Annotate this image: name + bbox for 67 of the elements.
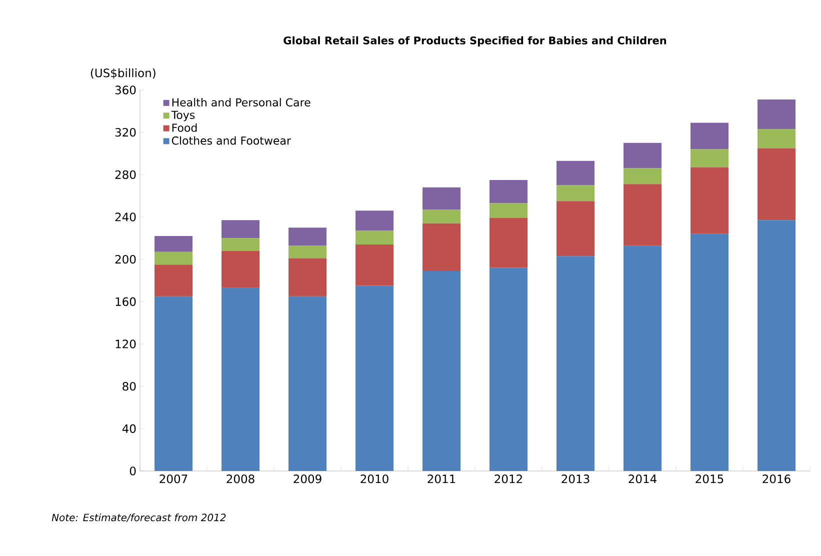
- y-tick-label: 280: [115, 170, 136, 179]
- bar: [624, 168, 662, 184]
- bar: [690, 234, 728, 471]
- bar: [690, 167, 728, 234]
- bar: [288, 296, 327, 471]
- bar: [422, 210, 461, 224]
- bar: [154, 264, 193, 296]
- bar: [758, 220, 796, 471]
- y-tick-label: 80: [122, 382, 136, 391]
- bar: [556, 201, 595, 256]
- x-tick-label: 2010: [360, 474, 388, 484]
- x-tick-label: 2009: [294, 474, 322, 484]
- y-tick-label: 40: [122, 424, 136, 433]
- text: Note: Estimate/forecast from 2012: [52, 514, 226, 522]
- bar: [490, 180, 528, 204]
- bar: [490, 218, 528, 268]
- bar: [624, 142, 662, 168]
- bar: [288, 246, 327, 258]
- bar: [556, 160, 595, 186]
- x-tick-label: 2012: [494, 474, 522, 484]
- y-axis-title: (US$billion): [90, 68, 156, 79]
- legend-label: Food: [172, 123, 197, 132]
- bar: [154, 236, 193, 252]
- bar: [222, 220, 260, 238]
- chart-title: Global Retail Sales of Products Specified for Babies and Children: [284, 36, 666, 46]
- y-tick-label: 160: [116, 297, 136, 306]
- y-tick-label: 320: [115, 128, 136, 137]
- bar: [690, 149, 728, 168]
- y-tick-label: 200: [115, 254, 136, 264]
- y-tick-label: 120: [116, 340, 136, 348]
- bar: [154, 296, 193, 471]
- bar: [356, 230, 394, 245]
- bar: [624, 184, 662, 246]
- x-tick-label: 2016: [762, 474, 790, 484]
- bar: [222, 288, 260, 471]
- bar: [422, 187, 461, 210]
- bar: [356, 244, 394, 286]
- legend-label: Toys: [171, 110, 195, 122]
- x-tick-label: 2008: [226, 474, 254, 484]
- y-tick-label: 0: [130, 466, 136, 476]
- bar: [758, 148, 796, 220]
- bar: [490, 268, 528, 471]
- bar: [556, 185, 595, 202]
- x-tick-label: 2013: [562, 474, 590, 484]
- x-tick-label: 2007: [160, 474, 188, 484]
- bar: [758, 129, 796, 148]
- bar: [288, 228, 327, 246]
- bar: [222, 238, 260, 251]
- bar: [288, 258, 327, 296]
- bar: [356, 286, 394, 471]
- bar: [556, 256, 595, 471]
- bar: [422, 270, 461, 471]
- x-tick-label: 2014: [628, 474, 656, 484]
- bar: [422, 223, 461, 271]
- bar: [690, 122, 728, 150]
- y-tick-label: 360: [115, 86, 136, 94]
- bar: [154, 252, 193, 265]
- x-tick-label: 2011: [428, 474, 456, 484]
- legend-label: Clothes and Footwear: [172, 136, 291, 145]
- x-tick-label: 2015: [696, 474, 724, 484]
- bar: [356, 210, 394, 231]
- bar: [490, 203, 528, 218]
- bar: [222, 250, 260, 288]
- bar: [624, 246, 662, 471]
- bar: [758, 100, 796, 130]
- legend-label: Health and Personal Care: [172, 98, 310, 107]
- y-tick-label: 240: [115, 212, 136, 222]
